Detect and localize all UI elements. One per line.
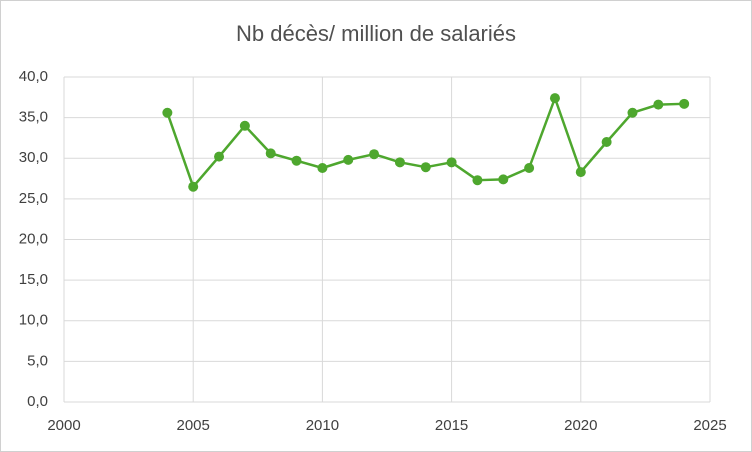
y-tick-label: 35,0 [19,109,48,126]
y-tick-label: 15,0 [19,271,48,288]
y-tick-label: 20,0 [19,230,48,247]
data-point [627,107,638,118]
data-point [162,107,173,118]
chart-title: Nb décès/ million de salariés [236,21,516,46]
y-tick-label: 40,0 [19,68,48,85]
x-tick-label: 2000 [47,417,80,434]
x-tick-label: 2025 [693,417,726,434]
y-tick-label: 25,0 [19,190,48,207]
data-point [291,155,302,166]
data-point [549,93,560,104]
y-tick-label: 5,0 [27,352,48,369]
x-tick-label: 2010 [306,417,339,434]
data-point [188,181,199,192]
x-tick-label: 2020 [564,417,597,434]
data-point [472,175,483,186]
data-point [317,163,328,173]
data-point [446,157,457,168]
data-point [575,167,586,178]
data-point [239,120,250,131]
data-point [214,151,225,162]
data-point [653,99,664,110]
y-tick-label: 30,0 [19,149,48,166]
x-tick-label: 2015 [435,417,468,434]
data-point [601,137,612,147]
data-point [679,98,690,109]
data-point [343,154,354,165]
data-point [420,162,431,173]
data-point [265,148,276,159]
data-point [498,174,509,185]
y-tick-label: 0,0 [27,393,48,410]
data-point [394,157,405,168]
x-tick-label: 2005 [177,417,210,434]
y-tick-label: 10,0 [19,312,48,329]
data-point [369,149,380,160]
data-point [524,163,535,173]
